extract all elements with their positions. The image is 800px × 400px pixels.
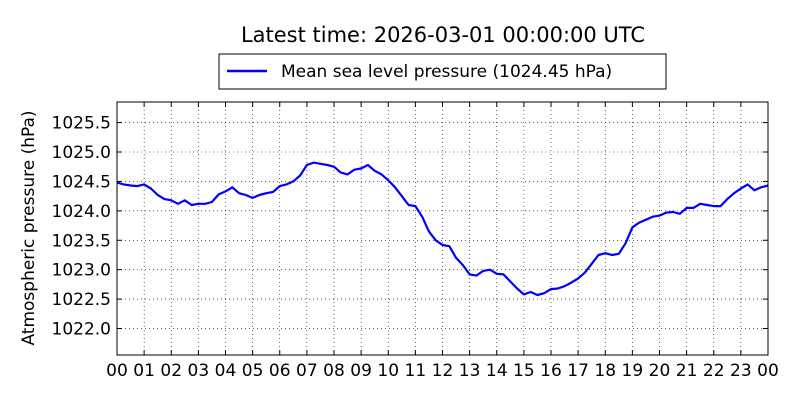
legend: Mean sea level pressure (1024.45 hPa) (218, 53, 667, 90)
x-tick-label: 03 (188, 361, 210, 381)
y-axis-label: Atmospheric pressure (hPa) (19, 110, 39, 345)
y-tick-label: 1025.5 (52, 114, 111, 134)
y-axis: 1022.0 1022.5 1023.0 1023.5 1024.0 1024.5 1025… (52, 114, 768, 340)
plot-frame (116, 101, 769, 356)
x-tick-label: 01 (133, 361, 155, 381)
x-tick-label: 11 (405, 361, 427, 381)
x-tick-label: 07 (296, 361, 318, 381)
x-tick-label: 18 (594, 361, 616, 381)
x-tick-label: 20 (649, 361, 671, 381)
y-tick-label: 1024.5 (52, 172, 111, 192)
y-tick-label: 1022.5 (52, 290, 111, 310)
y-tick-label: 1022.0 (52, 320, 111, 340)
x-tick-label: 10 (377, 361, 399, 381)
plot-area (116, 161, 769, 297)
x-tick-label: 13 (459, 361, 481, 381)
chart-title: Latest time: 2026-03-01 00:00:00 UTC (241, 23, 645, 47)
x-axis: 00 01 02 03 04 05 06 07 08 09 10 11 12 13 14 15 16 17 18 19… (106, 102, 779, 381)
x-tick-label: 16 (540, 361, 562, 381)
x-tick-label: 19 (622, 361, 644, 381)
series-line-msl-pressure (116, 161, 769, 297)
x-tick-label: 00 (757, 361, 779, 381)
x-tick-label: 00 (106, 361, 128, 381)
legend-box (218, 53, 667, 90)
x-tick-label: 04 (215, 361, 237, 381)
x-tick-label: 14 (486, 361, 508, 381)
y-tick-label: 1023.0 (52, 261, 111, 281)
x-tick-label: 06 (269, 361, 291, 381)
y-tick-label: 1023.5 (52, 231, 111, 251)
x-tick-label: 12 (432, 361, 454, 381)
x-tick-label: 08 (323, 361, 345, 381)
x-tick-label: 15 (513, 361, 535, 381)
x-tick-label: 23 (730, 361, 752, 381)
legend-label: Mean sea level pressure (1024.45 hPa) (281, 62, 612, 82)
x-tick-label: 05 (242, 361, 264, 381)
grid (116, 102, 769, 355)
x-tick-label: 02 (160, 361, 182, 381)
y-tick-label: 1024.0 (52, 202, 111, 222)
x-tick-label: 22 (703, 361, 725, 381)
x-tick-label: 21 (676, 361, 698, 381)
x-tick-label: 09 (350, 361, 372, 381)
y-tick-label: 1025.0 (52, 143, 111, 163)
x-tick-label: 17 (567, 361, 589, 381)
